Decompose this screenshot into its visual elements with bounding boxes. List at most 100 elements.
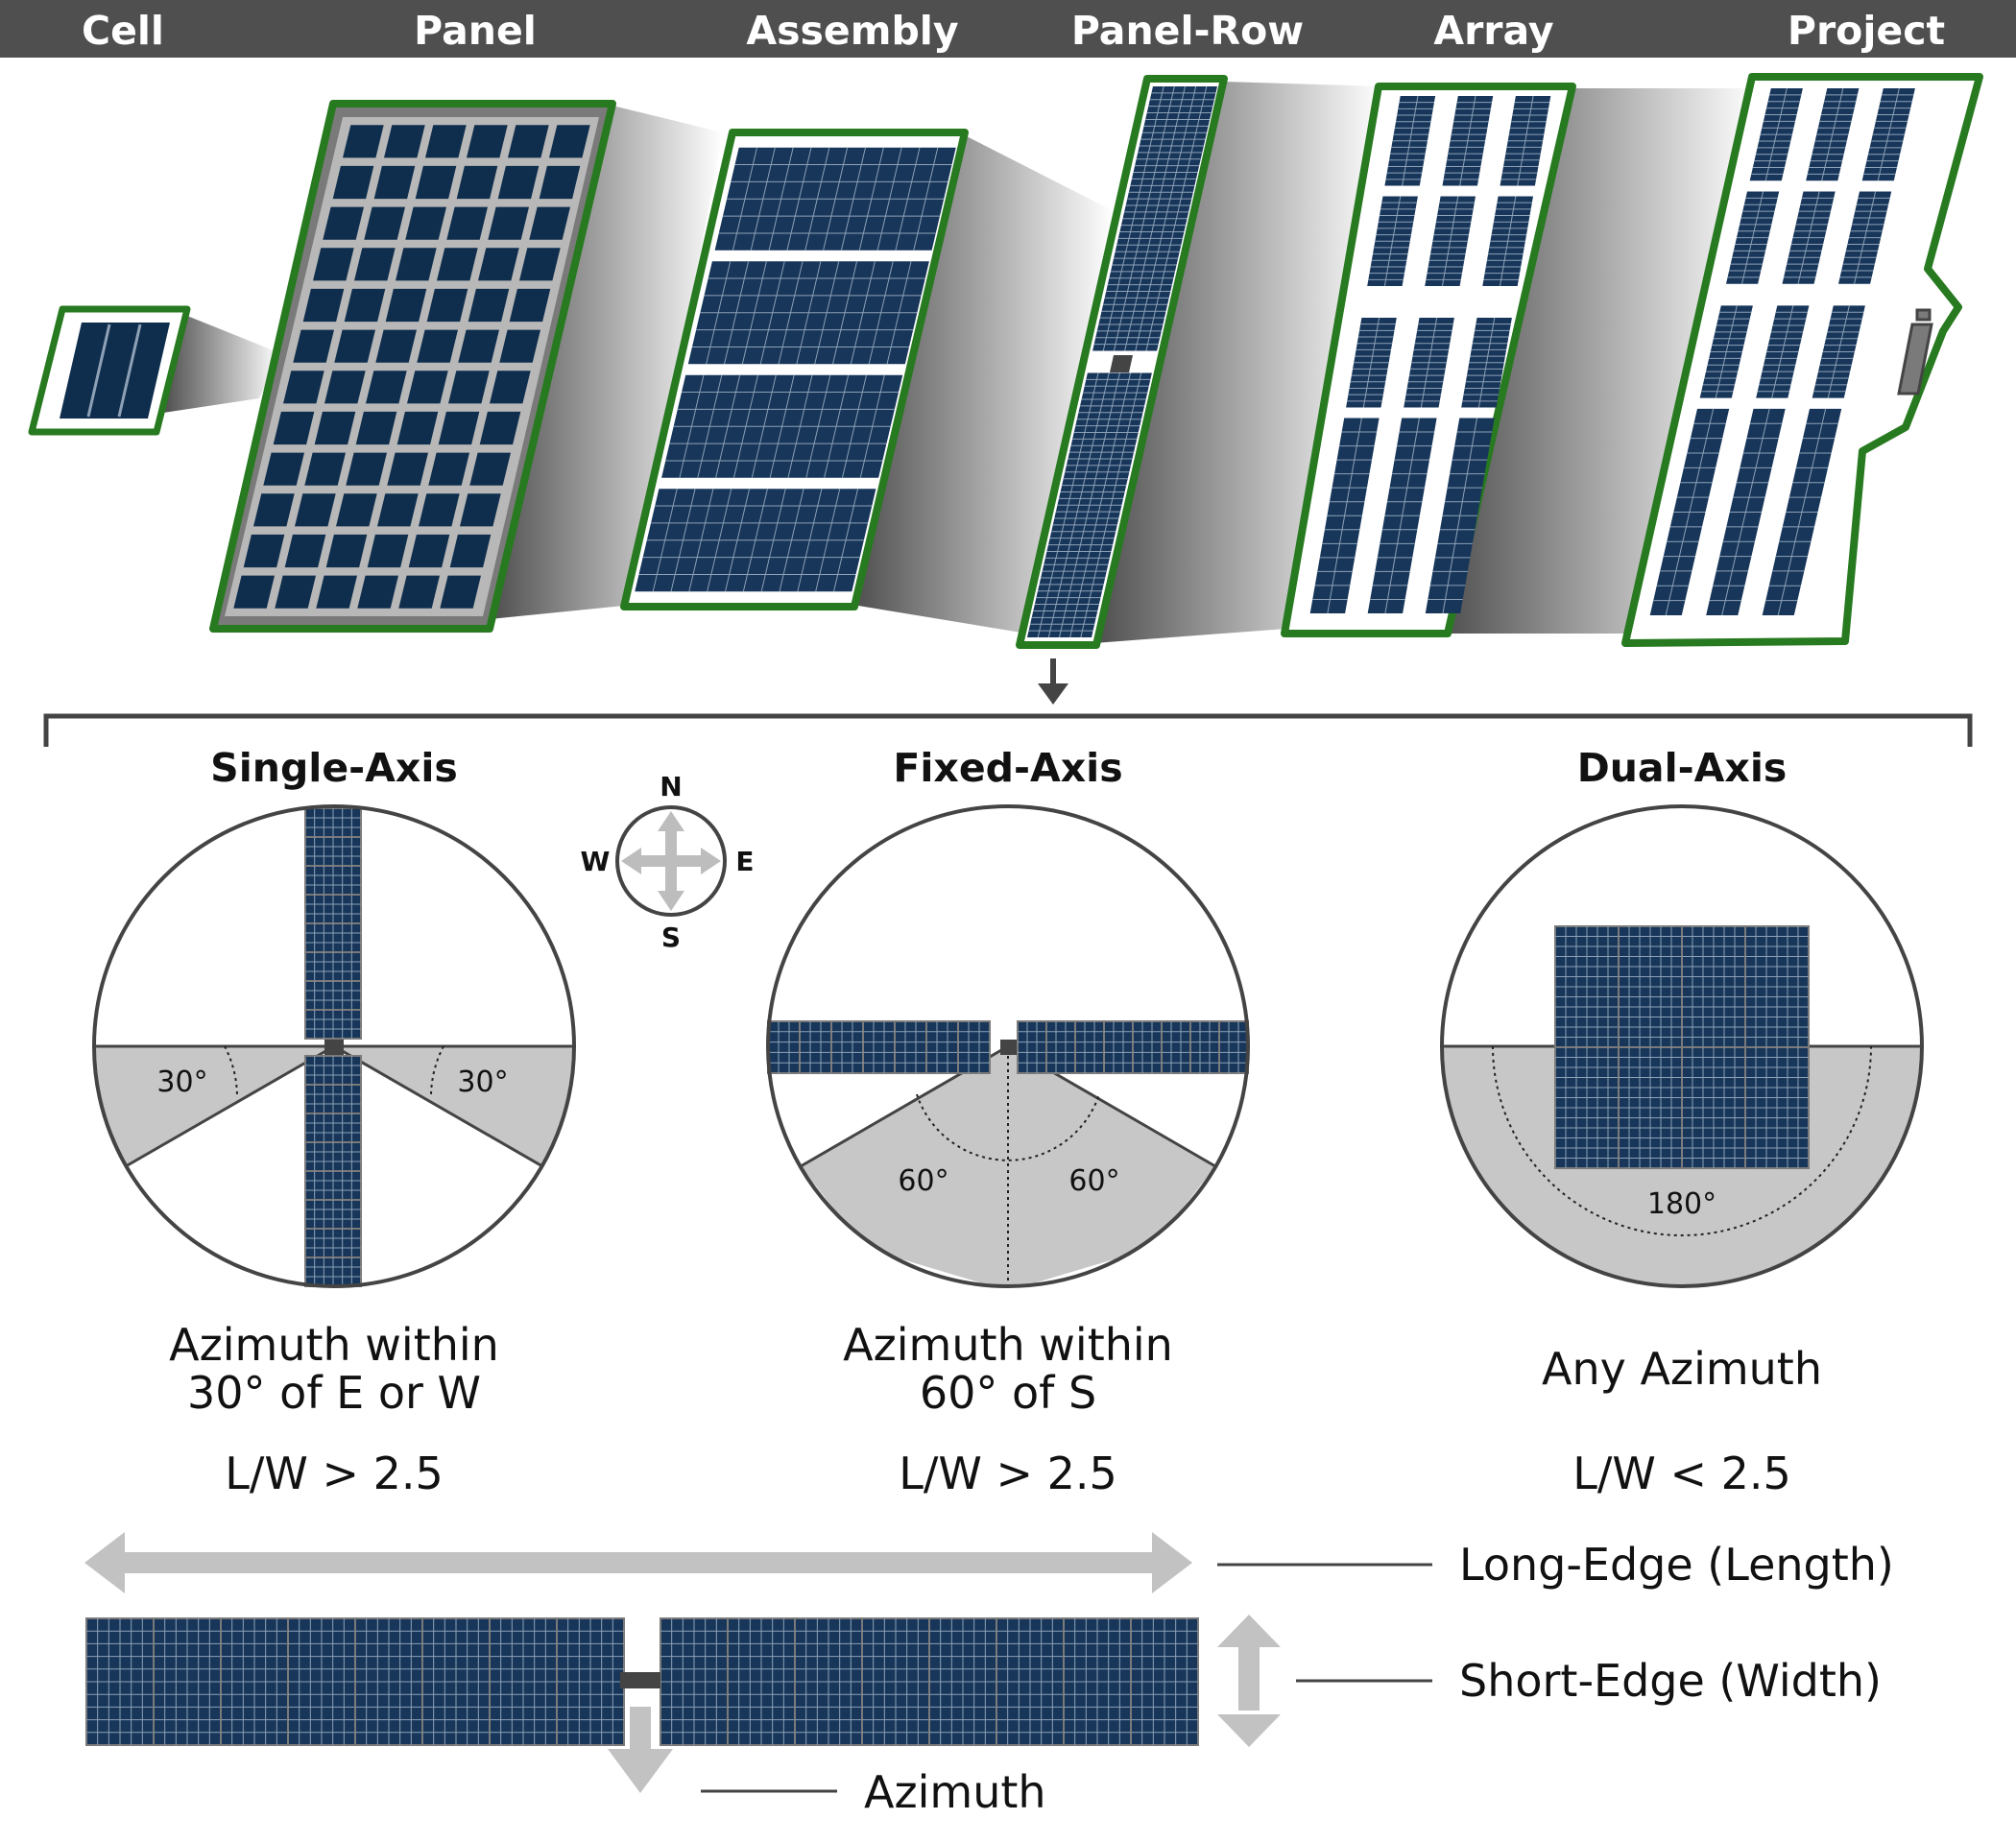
header-label-assembly: Assembly: [746, 8, 958, 54]
panel-cell: [440, 575, 481, 609]
fixed-axis-panel: [862, 1020, 896, 1074]
panel-cell: [357, 575, 398, 609]
array-illustration: [1281, 83, 1576, 637]
panel-cell: [233, 575, 275, 609]
dual-axis-diagram: [1440, 804, 1924, 1288]
fixed-axis-panel: [1161, 1020, 1191, 1074]
panel-cell: [366, 371, 407, 404]
dual-angle: 180°: [1647, 1187, 1716, 1221]
panel-cell: [387, 452, 428, 486]
zoom-connector-cell-panel: [163, 312, 280, 413]
header-label-project: Project: [1788, 8, 1945, 54]
header-label-panel-row: Panel-Row: [1071, 8, 1304, 54]
panel-cell: [323, 206, 364, 240]
long-edge-label: Long-Edge (Length): [1459, 1539, 1894, 1591]
zoom-connector-panel-assembly: [490, 106, 723, 619]
compass-icon: [615, 805, 727, 917]
panel-cell: [313, 248, 354, 281]
short-edge-arrow-icon: [1217, 1615, 1281, 1747]
panel-cell: [417, 329, 458, 363]
down-arrow-icon: [1038, 683, 1068, 705]
panel-cell: [438, 411, 480, 445]
single-angle-left: 30°: [156, 1065, 207, 1099]
fixed-axis-panel: [957, 1020, 991, 1074]
fixed-angle-right: 60°: [1068, 1164, 1119, 1198]
fixed-axis-panel: [1189, 1020, 1220, 1074]
fixed-angle-left: 60°: [898, 1164, 948, 1198]
panel-cell: [497, 165, 540, 200]
panel-cell: [456, 165, 498, 200]
panel-cell: [479, 411, 521, 445]
single-angle-right: 30°: [457, 1065, 508, 1099]
fixed-axis-panel: [767, 1020, 801, 1074]
panel-cell: [448, 371, 490, 404]
panel-cell: [253, 493, 295, 527]
panel-cell: [304, 452, 346, 486]
fixed-axis-panel: [1132, 1020, 1163, 1074]
panel-cell: [325, 534, 368, 568]
panel-cell: [490, 371, 531, 404]
zoom-connector-array-project: [1440, 88, 1757, 634]
compass-e-label: E: [735, 846, 754, 877]
panel-cell: [467, 125, 508, 158]
panel-cell: [415, 165, 457, 200]
inverter-icon: [1897, 323, 1933, 395]
panel-cell: [398, 575, 440, 609]
azimuth-label: Azimuth: [864, 1766, 1046, 1818]
panel-cell: [375, 329, 417, 363]
panel-cell: [332, 165, 374, 200]
single-axis-diagram: [92, 804, 576, 1288]
fixed-axis-diagram: [766, 804, 1250, 1288]
panel-cell: [384, 125, 425, 158]
panel-cell: [407, 371, 448, 404]
panel-cell: [367, 534, 409, 568]
panel-cell: [460, 493, 501, 527]
panel-cell: [425, 125, 467, 158]
fixed-caption-line1: Azimuth within: [843, 1319, 1173, 1371]
azimuth-arrow-icon: [608, 1707, 673, 1793]
fixed-axis-title: Fixed-Axis: [893, 745, 1122, 791]
header-bar: [0, 0, 2016, 58]
panel-cell: [243, 534, 285, 568]
panel-cell: [275, 575, 316, 609]
compass-w-label: W: [581, 846, 611, 877]
panel-cell: [354, 248, 396, 281]
panel-cell: [488, 206, 529, 240]
short-edge-label: Short-Edge (Width): [1459, 1655, 1882, 1707]
project-illustration: [1621, 73, 1983, 647]
header-label-panel: Panel: [414, 8, 537, 54]
header-label-array: Array: [1433, 8, 1553, 54]
panel-cell: [426, 288, 468, 323]
dual-caption: Any Azimuth: [1542, 1343, 1822, 1395]
header-label-cell: Cell: [82, 8, 164, 54]
panel-cell: [428, 452, 469, 486]
panel-cell: [529, 206, 570, 240]
fixed-ratio: L/W > 2.5: [899, 1448, 1117, 1499]
legend-panel-row: [85, 1617, 1199, 1746]
single-caption-line1: Azimuth within: [169, 1319, 499, 1371]
bracket: [43, 713, 1973, 747]
panel-cell: [344, 288, 386, 323]
panel-cell: [549, 125, 590, 158]
panel-cell: [519, 248, 561, 281]
panel-cell: [334, 329, 375, 363]
panel-cell: [355, 411, 397, 445]
fixed-axis-panel: [1045, 1020, 1076, 1074]
panel-cell: [364, 206, 405, 240]
panel-row-illustration: [1016, 75, 1228, 649]
panel-cell: [419, 493, 460, 527]
panel-cell: [478, 248, 519, 281]
panel-cell: [458, 329, 499, 363]
legend-torque-tube: [620, 1672, 660, 1688]
panel-cell: [343, 125, 384, 158]
fixed-axis-panel: [925, 1020, 959, 1074]
panel-cell: [509, 288, 551, 323]
panel-cell: [408, 534, 450, 568]
panel-cell: [469, 452, 511, 486]
panel-cell: [314, 411, 356, 445]
cell-illustration: [28, 305, 191, 436]
panel-cell: [385, 288, 427, 323]
fixed-caption-line2: 60° of S: [920, 1367, 1096, 1419]
panel-cell: [346, 452, 387, 486]
